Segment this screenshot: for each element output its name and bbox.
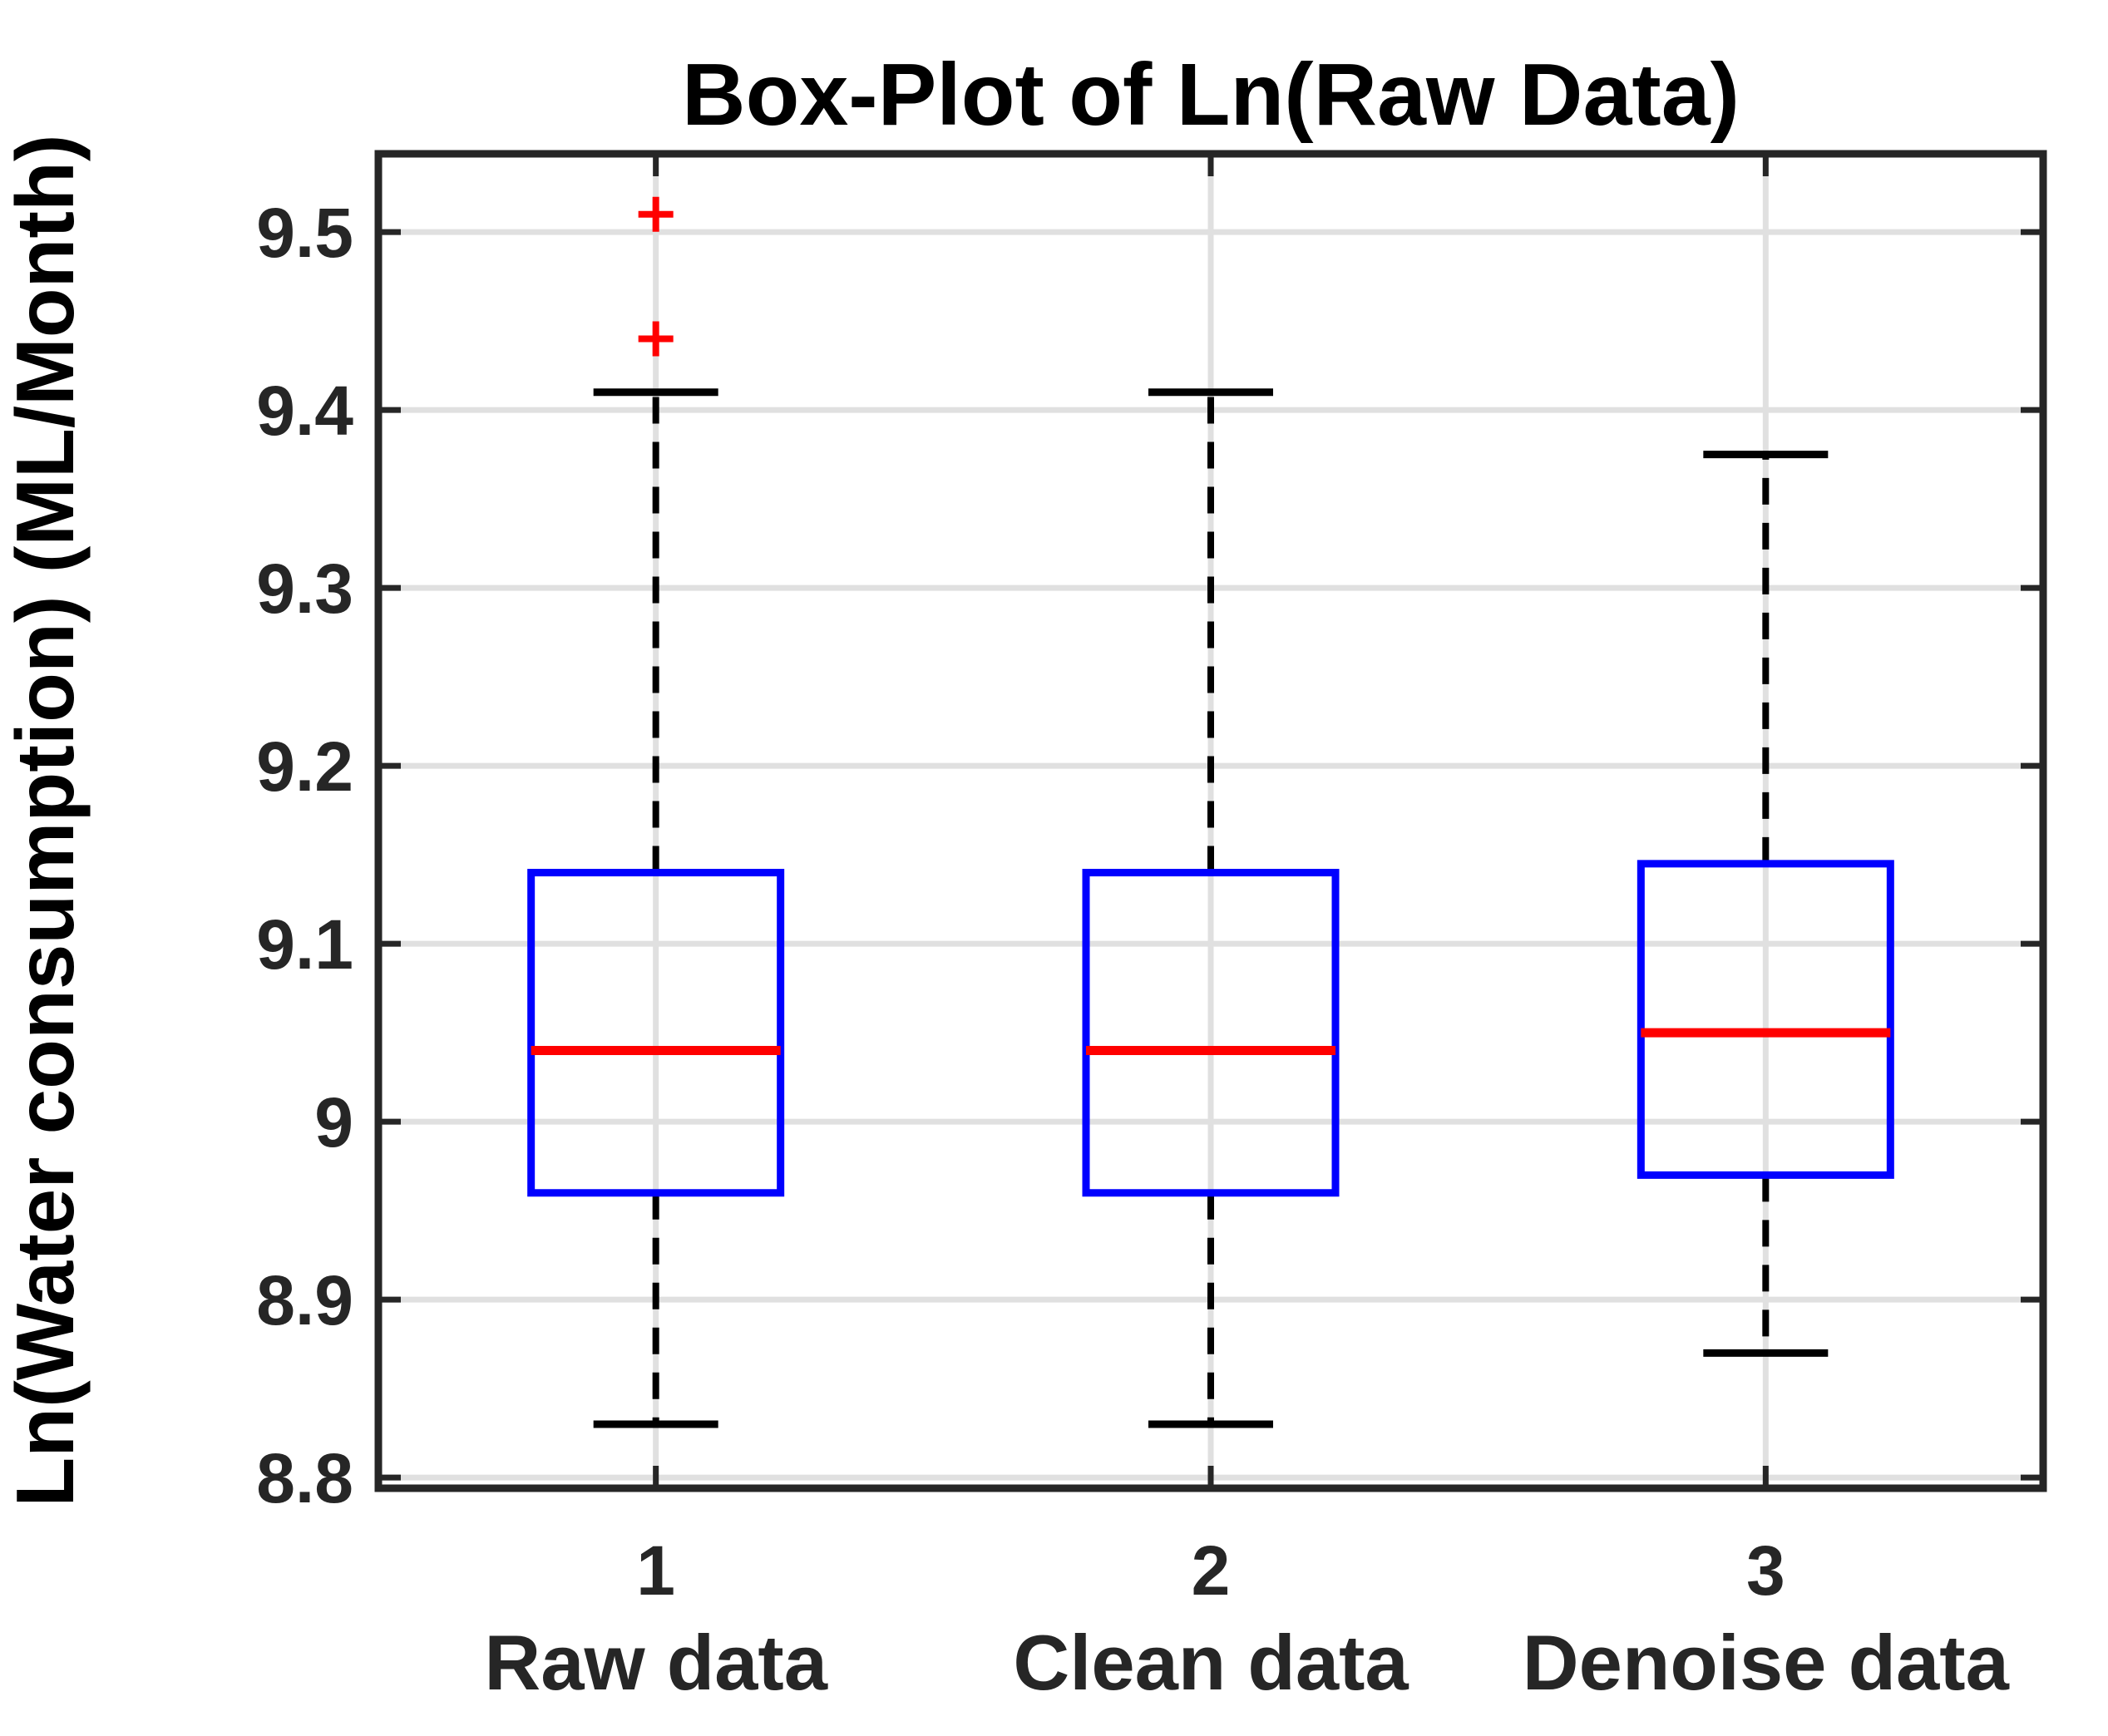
y-axis-label: Ln(Water consumption) (ML/Month): [0, 134, 91, 1507]
axis-frame-layer: [374, 150, 2047, 1492]
outlier-marker: [638, 196, 674, 232]
x-category-label: Denoise data: [1523, 1619, 2010, 1706]
iqr-box: [527, 869, 785, 1197]
iqr-box: [1082, 869, 1340, 1197]
x-tick-label: 1: [636, 1531, 675, 1610]
y-tick-label: 8.9: [256, 1261, 353, 1339]
iqr-box: [1637, 860, 1894, 1179]
tick-label-layer: 8.8 8.9 9 9.1 9.2 9.3 9.4 9.5 1 Raw data 2 Clean da…: [256, 194, 2009, 1706]
y-tick-label: 9.5: [256, 194, 353, 272]
x-category-label: Raw data: [484, 1619, 827, 1706]
x-tick-label: 2: [1192, 1531, 1231, 1610]
y-tick-label: 9.2: [256, 727, 353, 806]
y-tick-label: 9.4: [256, 372, 353, 450]
box-group-denoise-data: [1637, 451, 1894, 1357]
y-tick-label: 8.8: [256, 1439, 353, 1517]
box-series-layer: [527, 196, 1894, 1428]
x-category-label: Clean data: [1013, 1619, 1409, 1706]
box-group-clean-data: [1082, 388, 1340, 1428]
y-tick-label: 9.3: [256, 550, 353, 628]
y-tick-label: 9: [314, 1083, 353, 1161]
box-group-raw-data: [527, 196, 785, 1428]
outlier-marker: [638, 321, 674, 357]
y-tick-label: 9.1: [256, 905, 353, 984]
chart-title: Box-Plot of Ln(Raw Data): [682, 46, 1740, 144]
x-tick-label: 3: [1746, 1531, 1785, 1610]
